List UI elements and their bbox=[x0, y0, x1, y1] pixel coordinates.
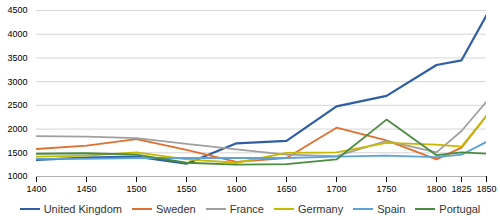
svg-text:1400: 1400 bbox=[26, 184, 46, 194]
svg-text:1850: 1850 bbox=[476, 184, 496, 194]
svg-text:2500: 2500 bbox=[7, 100, 27, 110]
html-text:Sweden: Sweden bbox=[155, 203, 196, 215]
svg-text:1550: 1550 bbox=[176, 184, 196, 194]
svg-text:1825: 1825 bbox=[451, 184, 471, 194]
svg-text:1800: 1800 bbox=[426, 184, 446, 194]
html-text:United Kingdom: United Kingdom bbox=[43, 203, 122, 215]
svg-text:3500: 3500 bbox=[7, 53, 27, 63]
html-text:Germany: Germany bbox=[298, 203, 344, 215]
svg-text:1500: 1500 bbox=[7, 148, 27, 158]
html-text:Spain: Spain bbox=[377, 203, 406, 215]
svg-text:4500: 4500 bbox=[7, 5, 27, 15]
html-text:Portugal: Portugal bbox=[439, 203, 481, 215]
svg-text:3000: 3000 bbox=[7, 77, 27, 87]
html-text:France: France bbox=[229, 203, 264, 215]
svg-text:1700: 1700 bbox=[326, 184, 346, 194]
svg-text:1600: 1600 bbox=[226, 184, 246, 194]
svg-text:1000: 1000 bbox=[7, 171, 27, 181]
svg-text:1750: 1750 bbox=[376, 184, 396, 194]
svg-text:1650: 1650 bbox=[276, 184, 296, 194]
svg-text:1500: 1500 bbox=[126, 184, 146, 194]
svg-text:2000: 2000 bbox=[7, 124, 27, 134]
svg-text:1450: 1450 bbox=[76, 184, 96, 194]
svg-text:4000: 4000 bbox=[7, 29, 27, 39]
